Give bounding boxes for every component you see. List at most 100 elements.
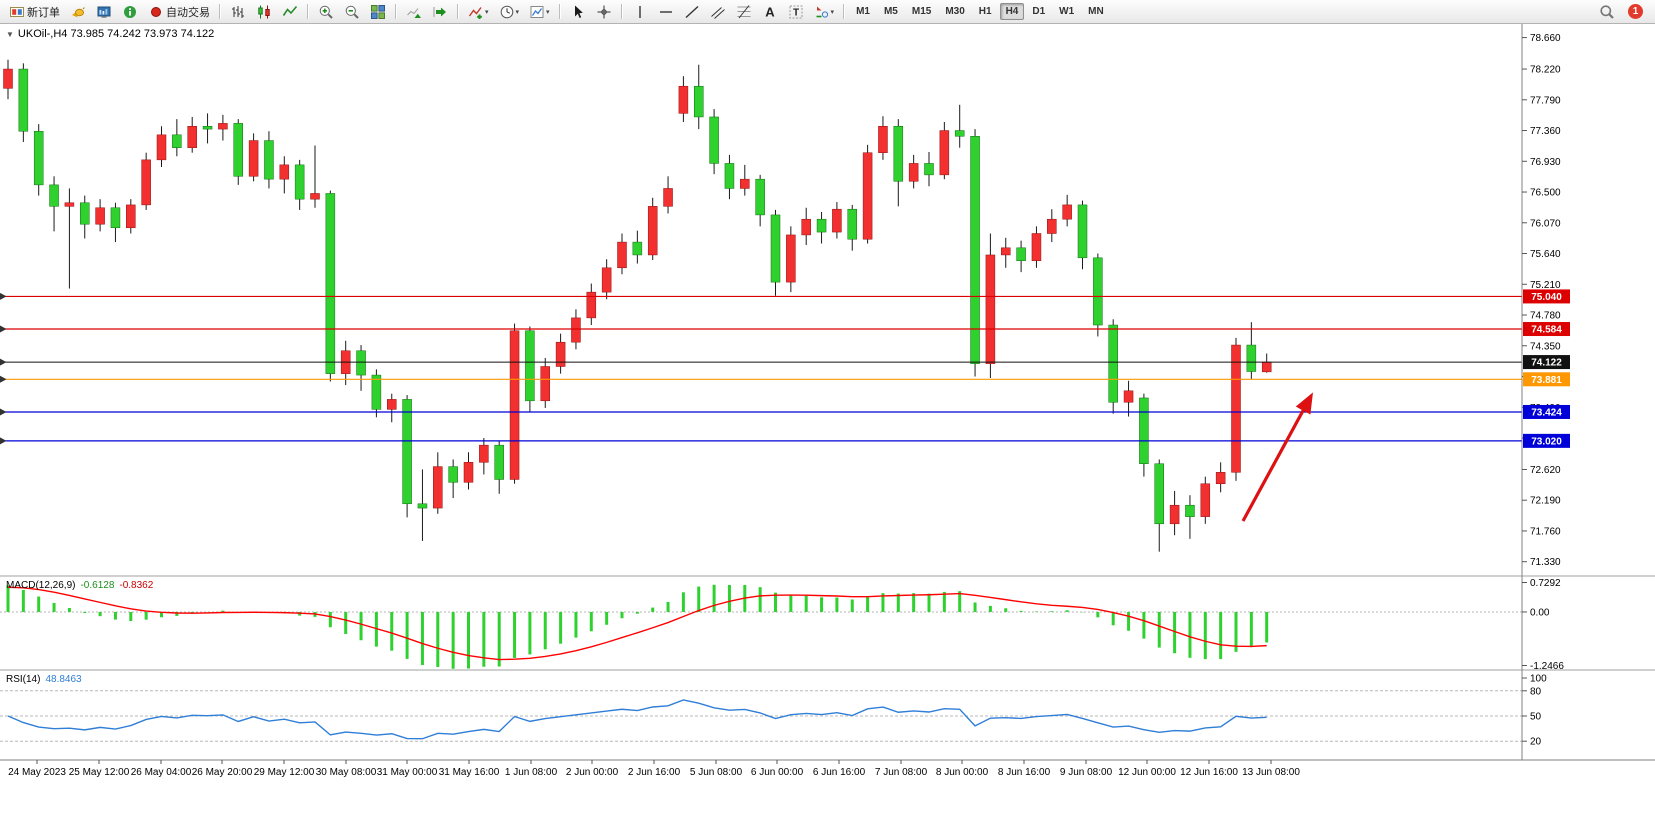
price-badge-label: 74.584 [1531,325,1562,336]
candle-body [1200,483,1211,517]
new-order-button[interactable]: 新订单 [5,1,64,22]
autotrading-button[interactable]: 自动交易 [144,1,214,22]
toolbar-separator [620,4,623,19]
tile-windows-button[interactable] [366,1,390,22]
line-chart-button[interactable] [278,1,302,22]
candle-body [647,206,658,256]
candle-body [202,125,213,130]
rsi-value: 48.8463 [45,674,82,685]
candle-body [1261,361,1272,373]
horn-icon [70,4,86,20]
channel-button[interactable] [706,1,730,22]
trendline-button[interactable] [680,1,704,22]
vertical-line-button[interactable] [628,1,652,22]
cursor-button[interactable] [566,1,590,22]
autotrading-button-label: 自动交易 [166,6,210,19]
symbol-search-button[interactable] [1595,1,1619,22]
candle-body [525,330,535,402]
info-button[interactable] [118,1,142,22]
price-tick-label: 75.210 [1530,280,1561,291]
timeframe-m1-button[interactable]: M1 [856,6,870,17]
zoom-out-button[interactable] [340,1,364,22]
bar-chart-button[interactable] [226,1,250,22]
candle-body [3,68,13,89]
trendline-icon [684,4,700,20]
periods-button[interactable]: ▾ [495,1,524,22]
price-badge [1523,322,1570,337]
new-order-button-label: 新订单 [27,6,60,19]
templates-button[interactable]: ▾ [525,1,554,22]
linechart-icon [282,4,298,20]
label-button[interactable]: T [784,1,808,22]
candlestick-chart-button[interactable] [252,1,276,22]
text-button[interactable]: A [758,1,782,22]
trend-arrow-annotation[interactable] [1241,392,1313,522]
arrows-shapes-button[interactable]: ▾ [810,1,839,22]
time-tick-label: 8 Jun 00:00 [936,767,989,778]
candle-body [663,188,673,207]
notification-badge[interactable]: 1 [1628,4,1643,19]
price-tick-label: 74.780 [1530,311,1561,322]
candle-body [463,462,474,483]
timeframe-d1-button[interactable]: D1 [1032,6,1046,17]
candle-body [770,214,781,283]
timeframe-h4-button[interactable]: H4 [999,3,1025,20]
indicators-button[interactable]: ▾ [464,1,493,22]
price-scale[interactable]: 78.660 78.220 77.790 77.360 76.930 76.500 76.0… [1521,24,1570,760]
time-tick-label: 2 Jun 16:00 [628,767,681,778]
timeframe-m15-button[interactable]: M15 [911,6,932,17]
fibonacci-button[interactable] [732,1,756,22]
label-t-icon: T [788,4,804,20]
candle-body [1185,504,1195,517]
candle-body [49,184,59,207]
rsi-scale-label: 80 [1530,686,1542,697]
horizontal-line-objects[interactable] [0,292,1522,445]
rsi-line [7,699,1267,740]
toolbar-separator [558,4,561,19]
chart-shift-button[interactable] [428,1,452,22]
crosshair-button[interactable] [592,1,616,22]
price-badge-label: 74.122 [1531,358,1562,369]
price-tick-label: 78.660 [1530,33,1561,44]
candle-body [1215,472,1226,485]
auto-scroll-button[interactable] [402,1,426,22]
zoom-in-button[interactable] [314,1,338,22]
time-tick-label: 7 Jun 08:00 [875,767,928,778]
candle-body [954,130,965,137]
time-tick-label: 31 May 00:00 [377,767,438,778]
price-badge-label: 73.424 [1531,407,1562,418]
horizontal-line-button[interactable] [654,1,678,22]
candle-body [433,466,443,509]
price-badge [1523,289,1570,304]
zoom-out-icon [344,4,360,20]
timeframe-w1-button[interactable]: W1 [1059,6,1075,17]
timeframe-h1-button[interactable]: H1 [978,6,992,17]
candle-body [1047,218,1057,234]
timeframe-m5-button[interactable]: M5 [883,6,898,17]
time-tick-label: 12 Jun 16:00 [1180,767,1238,778]
time-axis[interactable]: 24 May 2023 25 May 12:00 26 May 04:00 26 Ma… [8,760,1300,778]
timeframe-m30-button[interactable]: M30 [945,6,965,17]
candle-body [218,123,228,130]
fibonacci-icon [736,4,752,20]
market-watch-button[interactable] [92,1,116,22]
timeframe-mn-button[interactable]: MN [1088,6,1104,17]
svg-text:A: A [765,4,775,19]
candle-body [1077,204,1088,259]
macd-scale-label: -1.2466 [1530,661,1564,672]
time-tick-label: 26 May 04:00 [131,767,192,778]
candle-body [540,366,550,402]
candle-body [571,317,581,343]
one-click-trading-toggle-icon[interactable]: ▼ [6,29,14,39]
time-tick-label: 8 Jun 16:00 [998,767,1051,778]
candle-body [878,125,888,153]
candle-body [601,267,612,293]
metaquotes-news-button[interactable] [66,1,90,22]
chart-title: ▼ UKOil-,H4 73.985 74.242 73.973 74.122 [6,28,214,40]
price-tick-label: 72.190 [1530,496,1561,507]
candle-body [1093,257,1103,326]
candle-body [509,330,520,480]
price-badge [1523,372,1570,387]
candle-body [1062,204,1072,220]
